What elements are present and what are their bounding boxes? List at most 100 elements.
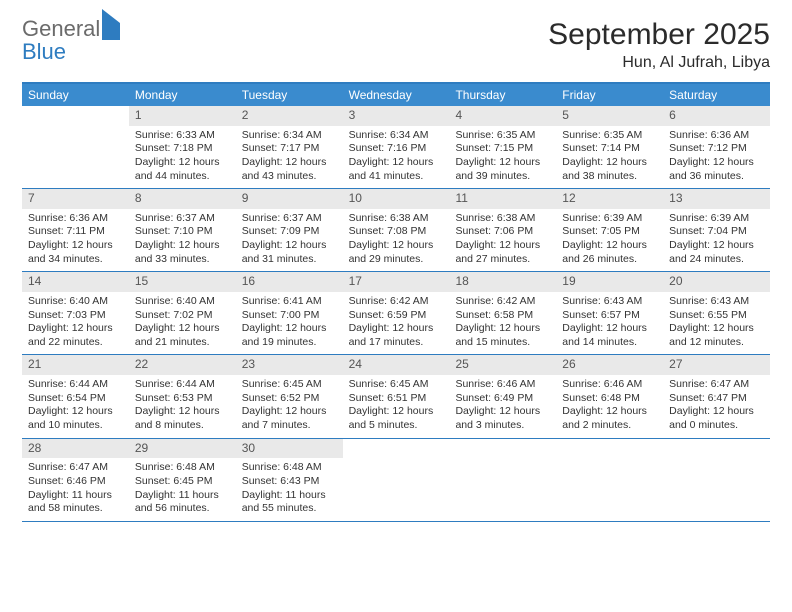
day-body: Sunrise: 6:44 AMSunset: 6:54 PMDaylight:… [22, 375, 129, 438]
daylight-text: Daylight: 12 hours and 33 minutes. [135, 239, 230, 266]
day-body: Sunrise: 6:43 AMSunset: 6:57 PMDaylight:… [556, 292, 663, 355]
weeks-container: 1Sunrise: 6:33 AMSunset: 7:18 PMDaylight… [22, 106, 770, 522]
daylight-text: Daylight: 12 hours and 29 minutes. [349, 239, 444, 266]
sunrise-text: Sunrise: 6:38 AM [455, 212, 550, 226]
logo: General Blue [22, 18, 120, 64]
day-cell: 7Sunrise: 6:36 AMSunset: 7:11 PMDaylight… [22, 189, 129, 271]
day-cell: 28Sunrise: 6:47 AMSunset: 6:46 PMDayligh… [22, 439, 129, 521]
day-body: Sunrise: 6:39 AMSunset: 7:04 PMDaylight:… [663, 209, 770, 272]
sunset-text: Sunset: 7:14 PM [562, 142, 657, 156]
sunset-text: Sunset: 6:45 PM [135, 475, 230, 489]
daylight-text: Daylight: 12 hours and 21 minutes. [135, 322, 230, 349]
daylight-text: Daylight: 12 hours and 41 minutes. [349, 156, 444, 183]
day-cell: 5Sunrise: 6:35 AMSunset: 7:14 PMDaylight… [556, 106, 663, 188]
sunrise-text: Sunrise: 6:39 AM [669, 212, 764, 226]
daylight-text: Daylight: 12 hours and 43 minutes. [242, 156, 337, 183]
daylight-text: Daylight: 12 hours and 12 minutes. [669, 322, 764, 349]
sunrise-text: Sunrise: 6:45 AM [349, 378, 444, 392]
day-cell [343, 439, 450, 521]
day-body: Sunrise: 6:39 AMSunset: 7:05 PMDaylight:… [556, 209, 663, 272]
daylight-text: Daylight: 12 hours and 5 minutes. [349, 405, 444, 432]
sunrise-text: Sunrise: 6:46 AM [455, 378, 550, 392]
daylight-text: Daylight: 12 hours and 27 minutes. [455, 239, 550, 266]
day-number: 30 [236, 439, 343, 459]
sunset-text: Sunset: 6:55 PM [669, 309, 764, 323]
day-cell [22, 106, 129, 188]
sunrise-text: Sunrise: 6:43 AM [562, 295, 657, 309]
day-cell: 17Sunrise: 6:42 AMSunset: 6:59 PMDayligh… [343, 272, 450, 354]
day-body: Sunrise: 6:33 AMSunset: 7:18 PMDaylight:… [129, 126, 236, 189]
day-cell: 9Sunrise: 6:37 AMSunset: 7:09 PMDaylight… [236, 189, 343, 271]
sunset-text: Sunset: 7:03 PM [28, 309, 123, 323]
daylight-text: Daylight: 11 hours and 55 minutes. [242, 489, 337, 516]
sunset-text: Sunset: 7:04 PM [669, 225, 764, 239]
dow-tue: Tuesday [236, 84, 343, 106]
sunrise-text: Sunrise: 6:38 AM [349, 212, 444, 226]
day-cell: 16Sunrise: 6:41 AMSunset: 7:00 PMDayligh… [236, 272, 343, 354]
daylight-text: Daylight: 11 hours and 58 minutes. [28, 489, 123, 516]
sunrise-text: Sunrise: 6:35 AM [455, 129, 550, 143]
day-body: Sunrise: 6:42 AMSunset: 6:58 PMDaylight:… [449, 292, 556, 355]
dow-mon: Monday [129, 84, 236, 106]
day-number: 21 [22, 355, 129, 375]
day-body: Sunrise: 6:45 AMSunset: 6:51 PMDaylight:… [343, 375, 450, 438]
day-body: Sunrise: 6:36 AMSunset: 7:12 PMDaylight:… [663, 126, 770, 189]
sunset-text: Sunset: 6:43 PM [242, 475, 337, 489]
sunrise-text: Sunrise: 6:34 AM [349, 129, 444, 143]
daylight-text: Daylight: 11 hours and 56 minutes. [135, 489, 230, 516]
day-number: 13 [663, 189, 770, 209]
day-number [343, 439, 450, 443]
day-cell: 4Sunrise: 6:35 AMSunset: 7:15 PMDaylight… [449, 106, 556, 188]
day-number: 3 [343, 106, 450, 126]
day-body: Sunrise: 6:43 AMSunset: 6:55 PMDaylight:… [663, 292, 770, 355]
day-body: Sunrise: 6:42 AMSunset: 6:59 PMDaylight:… [343, 292, 450, 355]
day-cell: 1Sunrise: 6:33 AMSunset: 7:18 PMDaylight… [129, 106, 236, 188]
day-cell [556, 439, 663, 521]
day-body: Sunrise: 6:34 AMSunset: 7:17 PMDaylight:… [236, 126, 343, 189]
day-cell: 27Sunrise: 6:47 AMSunset: 6:47 PMDayligh… [663, 355, 770, 437]
sunrise-text: Sunrise: 6:46 AM [562, 378, 657, 392]
day-body: Sunrise: 6:40 AMSunset: 7:03 PMDaylight:… [22, 292, 129, 355]
sunset-text: Sunset: 6:59 PM [349, 309, 444, 323]
calendar: Sunday Monday Tuesday Wednesday Thursday… [22, 82, 770, 522]
week-row: 7Sunrise: 6:36 AMSunset: 7:11 PMDaylight… [22, 189, 770, 272]
sunrise-text: Sunrise: 6:48 AM [242, 461, 337, 475]
sunset-text: Sunset: 6:53 PM [135, 392, 230, 406]
sunset-text: Sunset: 6:52 PM [242, 392, 337, 406]
sunset-text: Sunset: 7:10 PM [135, 225, 230, 239]
day-number: 8 [129, 189, 236, 209]
day-body: Sunrise: 6:37 AMSunset: 7:09 PMDaylight:… [236, 209, 343, 272]
day-cell: 26Sunrise: 6:46 AMSunset: 6:48 PMDayligh… [556, 355, 663, 437]
daylight-text: Daylight: 12 hours and 14 minutes. [562, 322, 657, 349]
sunrise-text: Sunrise: 6:40 AM [28, 295, 123, 309]
day-cell: 30 Sunrise: 6:48 AMSunset: 6:43 PMDayligh… [236, 439, 343, 521]
day-cell: 8Sunrise: 6:37 AMSunset: 7:10 PMDaylight… [129, 189, 236, 271]
day-number: 1 [129, 106, 236, 126]
dow-sat: Saturday [663, 84, 770, 106]
sunrise-text: Sunrise: 6:37 AM [135, 212, 230, 226]
week-row: 21Sunrise: 6:44 AMSunset: 6:54 PMDayligh… [22, 355, 770, 438]
sunrise-text: Sunrise: 6:39 AM [562, 212, 657, 226]
week-row: 28Sunrise: 6:47 AMSunset: 6:46 PMDayligh… [22, 439, 770, 522]
day-cell: 15Sunrise: 6:40 AMSunset: 7:02 PMDayligh… [129, 272, 236, 354]
day-number: 5 [556, 106, 663, 126]
sunset-text: Sunset: 6:51 PM [349, 392, 444, 406]
sunset-text: Sunset: 6:48 PM [562, 392, 657, 406]
day-number: 22 [129, 355, 236, 375]
daylight-text: Daylight: 12 hours and 26 minutes. [562, 239, 657, 266]
day-number: 28 [22, 439, 129, 459]
sunset-text: Sunset: 7:00 PM [242, 309, 337, 323]
day-cell [663, 439, 770, 521]
day-cell: 18Sunrise: 6:42 AMSunset: 6:58 PMDayligh… [449, 272, 556, 354]
day-cell: 25Sunrise: 6:46 AMSunset: 6:49 PMDayligh… [449, 355, 556, 437]
day-cell: 13Sunrise: 6:39 AMSunset: 7:04 PMDayligh… [663, 189, 770, 271]
sunrise-text: Sunrise: 6:36 AM [669, 129, 764, 143]
sunset-text: Sunset: 7:02 PM [135, 309, 230, 323]
sunrise-text: Sunrise: 6:36 AM [28, 212, 123, 226]
day-body: Sunrise: 6:47 AMSunset: 6:46 PMDaylight:… [22, 458, 129, 521]
day-body: Sunrise: 6:46 AMSunset: 6:49 PMDaylight:… [449, 375, 556, 438]
day-cell: 14Sunrise: 6:40 AMSunset: 7:03 PMDayligh… [22, 272, 129, 354]
day-body: Sunrise: 6:37 AMSunset: 7:10 PMDaylight:… [129, 209, 236, 272]
day-number: 29 [129, 439, 236, 459]
sunrise-text: Sunrise: 6:43 AM [669, 295, 764, 309]
